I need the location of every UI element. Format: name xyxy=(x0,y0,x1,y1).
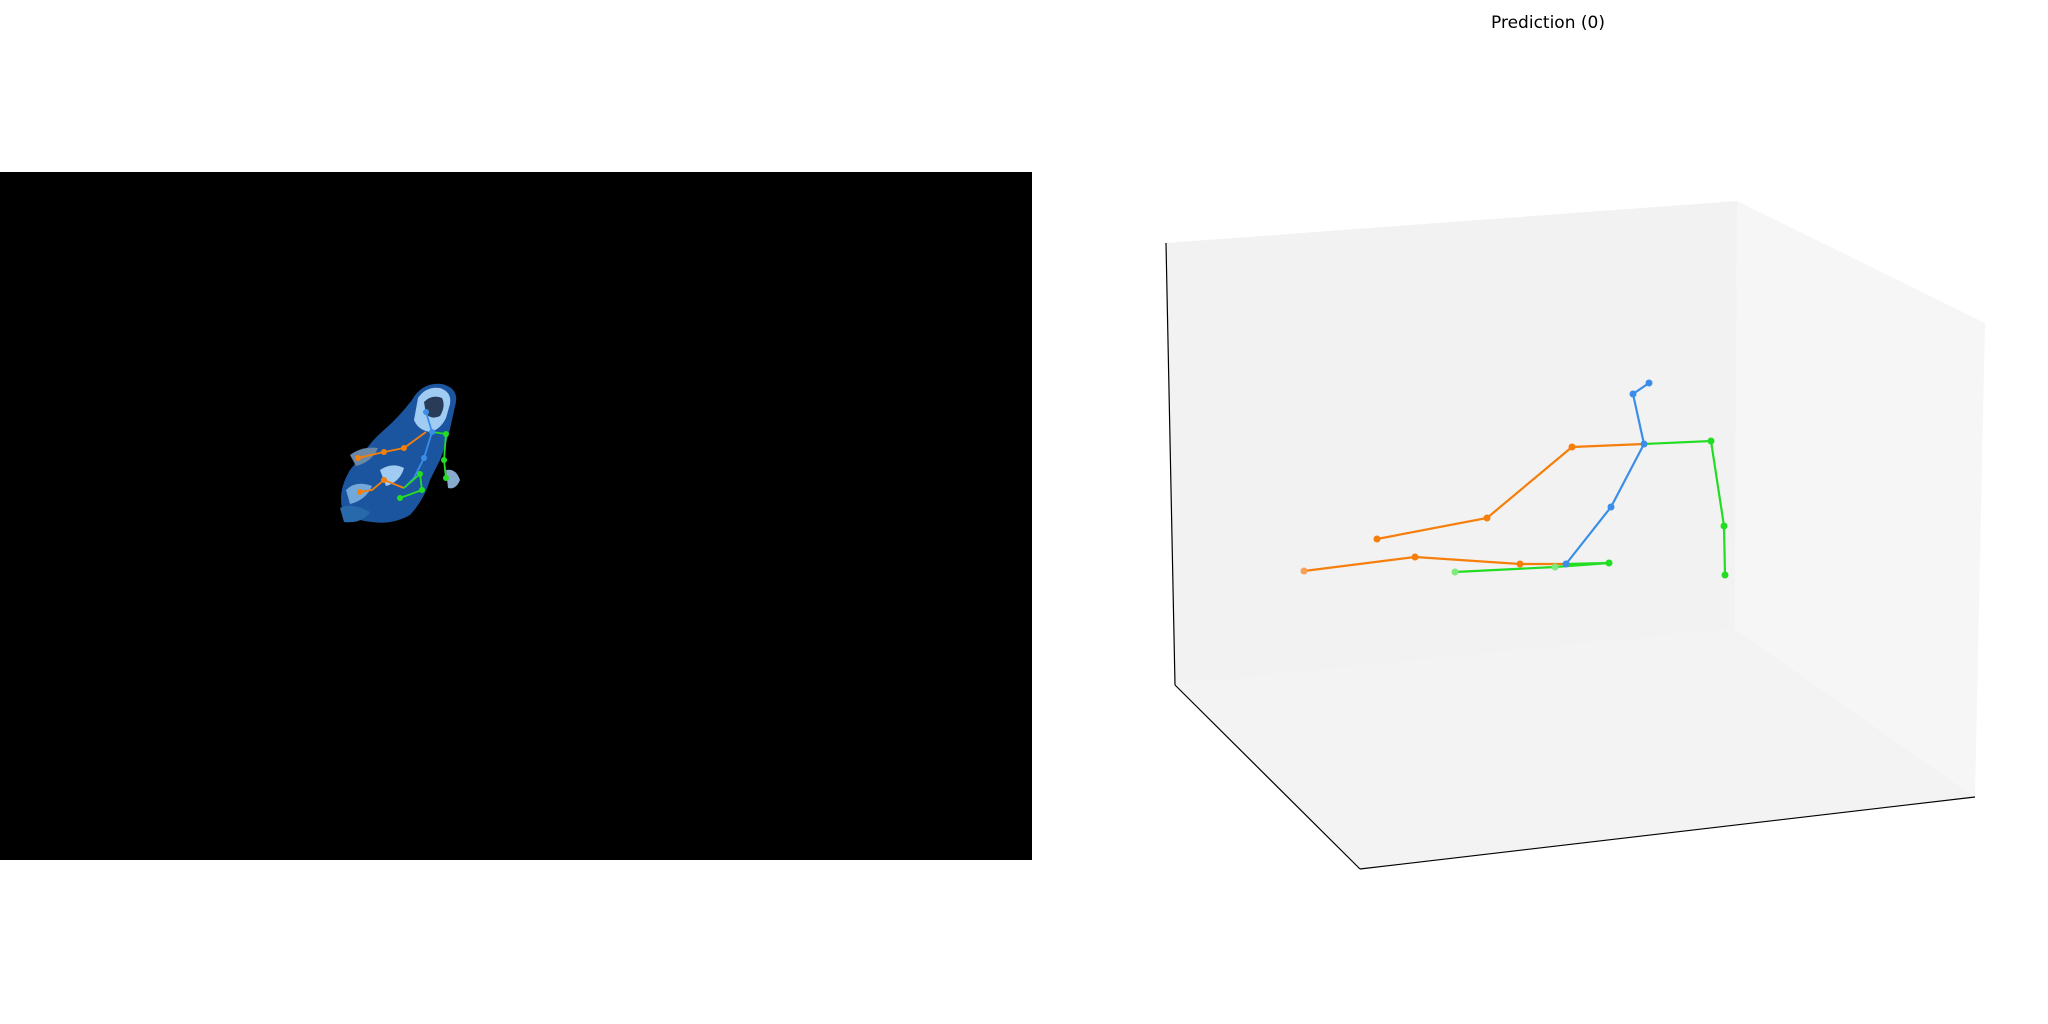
left-image-panel xyxy=(0,172,1032,860)
overlay-left-leg xyxy=(359,478,405,493)
x-axis-line xyxy=(1359,796,1976,870)
side-pane xyxy=(1735,201,1985,797)
skeleton-2d-joints xyxy=(355,409,449,501)
overlay-right-leg xyxy=(399,472,423,499)
image-frame xyxy=(0,172,1032,860)
plot-title: Prediction (0) xyxy=(1491,13,1605,33)
right-leg-chain xyxy=(1454,561,1610,574)
z-axis-line xyxy=(1165,242,1176,686)
y-axis-line xyxy=(1174,684,1361,870)
overlay-right-arm xyxy=(431,431,447,479)
floor-pane xyxy=(1175,629,1975,869)
overlay-left-arm xyxy=(357,431,427,459)
right-arm-chain xyxy=(1643,439,1727,576)
prediction-3d-panel: Prediction (0) xyxy=(1165,13,1985,870)
skeleton-3d-joints xyxy=(1300,379,1729,579)
left-leg-chain xyxy=(1303,555,1566,573)
left-arm-chain xyxy=(1376,442,1645,541)
skeleton-3d xyxy=(1303,382,1727,576)
